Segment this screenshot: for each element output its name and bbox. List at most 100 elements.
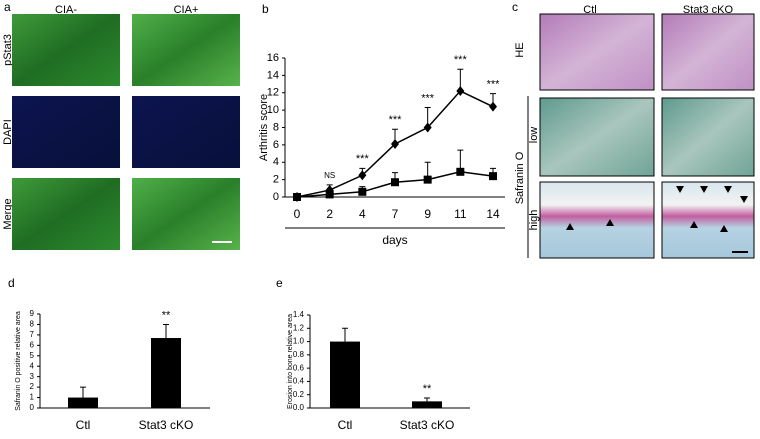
y-tick-label: 12: [267, 87, 279, 99]
micrograph: [12, 96, 120, 168]
micrograph: [132, 178, 240, 250]
y-tick-label: 2: [30, 382, 35, 391]
y-tick-label: 0: [30, 403, 35, 412]
y-tick-label: 7: [30, 330, 35, 339]
error-bar: [342, 327, 348, 342]
error-bar: [424, 397, 430, 402]
y-tick-label: 9: [30, 309, 35, 318]
x-tick-label: Stat3 cKO: [400, 418, 455, 432]
marker: [358, 170, 367, 181]
y-tick-label: 4: [273, 156, 279, 168]
significance-label: **: [423, 383, 432, 395]
marker: [391, 139, 399, 150]
panel-letter: e: [276, 276, 283, 290]
row-label: DAPI: [2, 119, 14, 145]
y-tick-label: 5: [30, 351, 35, 360]
row-label: high: [528, 210, 540, 231]
y-tick-label: 4: [30, 361, 35, 370]
x-tick-label: 14: [486, 207, 500, 221]
y-tick-label: 0.6: [293, 363, 305, 372]
column-label: CIA+: [174, 4, 199, 16]
y-tick-label: 0.2: [293, 390, 305, 399]
error-bar: [80, 386, 86, 398]
micrograph: [539, 13, 655, 91]
bar: [412, 401, 442, 408]
y-tick-label: 8: [30, 320, 35, 329]
significance-label: ***: [487, 79, 501, 91]
y-tick-label: 1.4: [293, 310, 305, 319]
micrograph: [661, 13, 755, 91]
bar: [151, 338, 181, 408]
column-label: Ctl: [583, 4, 596, 16]
row-label: low: [528, 127, 540, 144]
x-tick-label: 9: [424, 207, 431, 221]
marker: [358, 187, 367, 196]
micrograph: [539, 181, 655, 259]
y-tick-label: 2: [273, 174, 279, 186]
bar: [68, 397, 98, 408]
significance-label: ***: [356, 153, 370, 165]
x-tick-label: 2: [326, 207, 333, 221]
x-tick-label: Ctl: [338, 418, 353, 432]
y-axis-title: Erosion into bone relative area: [287, 314, 294, 409]
row-label: HE: [514, 42, 526, 57]
x-tick-label: 4: [359, 207, 366, 221]
bar: [330, 341, 360, 408]
y-tick-label: 10: [267, 104, 279, 116]
micrograph: [661, 97, 755, 177]
y-tick-label: 0.4: [293, 377, 305, 386]
micrograph: [539, 97, 655, 177]
y-axis-title: Arthritis score: [258, 94, 270, 161]
y-tick-label: 6: [30, 340, 35, 349]
row-label: Merge: [2, 198, 14, 229]
micrograph: [12, 178, 120, 250]
y-tick-label: 1.0: [293, 337, 305, 346]
x-tick-label: 0: [294, 207, 301, 221]
micrograph: [12, 14, 120, 86]
panel-letter: b: [262, 2, 269, 16]
column-label: Stat3 cKO: [683, 4, 734, 16]
y-axis-title: Safranin O positive relative area: [15, 311, 22, 411]
group-label: Safranin O: [514, 151, 526, 204]
marker: [293, 193, 301, 201]
x-axis-title: days: [382, 233, 407, 247]
marker: [489, 172, 497, 181]
marker: [456, 86, 465, 97]
significance-label: ***: [454, 54, 468, 66]
y-tick-label: 3: [30, 372, 35, 381]
y-tick-label: 0: [273, 191, 279, 203]
row-label: pStat3: [2, 34, 14, 66]
y-tick-label: 8: [273, 121, 279, 133]
y-tick-label: 0.8: [293, 350, 305, 359]
y-tick-label: 6: [273, 139, 279, 151]
x-tick-label: Ctl: [76, 418, 91, 432]
micrograph: [132, 96, 240, 168]
panel-letter: c: [512, 0, 518, 14]
y-tick-label: 16: [267, 52, 279, 64]
micrograph: [661, 181, 755, 259]
panel-a: a CIA- CIA+ pStat3 DAPI Merge: [2, 0, 240, 250]
panel-letter: a: [4, 0, 11, 14]
column-label: CIA-: [55, 4, 77, 16]
panel-c: c Ctl Stat3 cKO HE Safranin O low high: [512, 0, 755, 259]
x-tick-label: 7: [392, 207, 399, 221]
marker: [423, 122, 432, 133]
micrograph: [132, 14, 240, 86]
y-tick-label: 0.0: [293, 403, 305, 412]
x-tick-label: Stat3 cKO: [139, 418, 194, 432]
significance-label: ***: [389, 114, 403, 126]
significance-label: **: [162, 309, 171, 321]
marker: [489, 101, 497, 112]
x-tick-label: 11: [454, 207, 467, 221]
y-tick-label: 1.2: [293, 323, 305, 332]
arrowheads: [566, 186, 748, 232]
y-tick-label: 14: [267, 69, 279, 81]
y-tick-label: 1: [30, 393, 35, 402]
error-bar: [163, 323, 169, 339]
significance-label: NS: [324, 171, 335, 180]
marker: [325, 190, 334, 199]
significance-label: ***: [421, 92, 435, 104]
marker: [391, 178, 399, 187]
panel-letter: d: [8, 276, 15, 290]
